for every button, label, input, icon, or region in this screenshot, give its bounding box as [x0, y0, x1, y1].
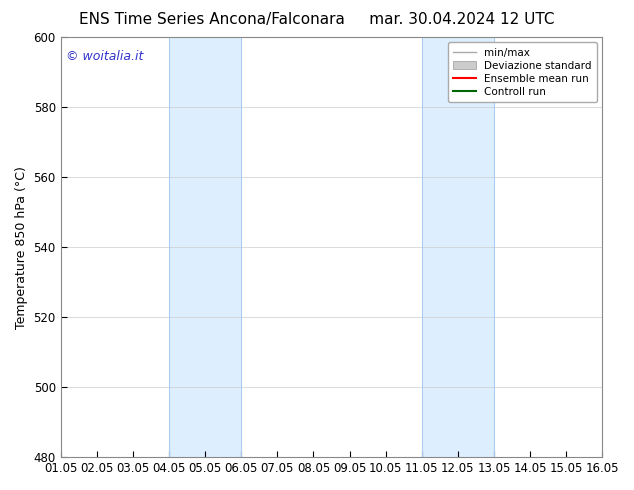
- Y-axis label: Temperature 850 hPa (°C): Temperature 850 hPa (°C): [15, 166, 28, 329]
- Text: © woitalia.it: © woitalia.it: [66, 50, 143, 63]
- Bar: [169, 37, 241, 457]
- Legend: min/max, Deviazione standard, Ensemble mean run, Controll run: min/max, Deviazione standard, Ensemble m…: [448, 42, 597, 102]
- Bar: [422, 37, 494, 457]
- Text: ENS Time Series Ancona/Falconara     mar. 30.04.2024 12 UTC: ENS Time Series Ancona/Falconara mar. 30…: [79, 12, 555, 27]
